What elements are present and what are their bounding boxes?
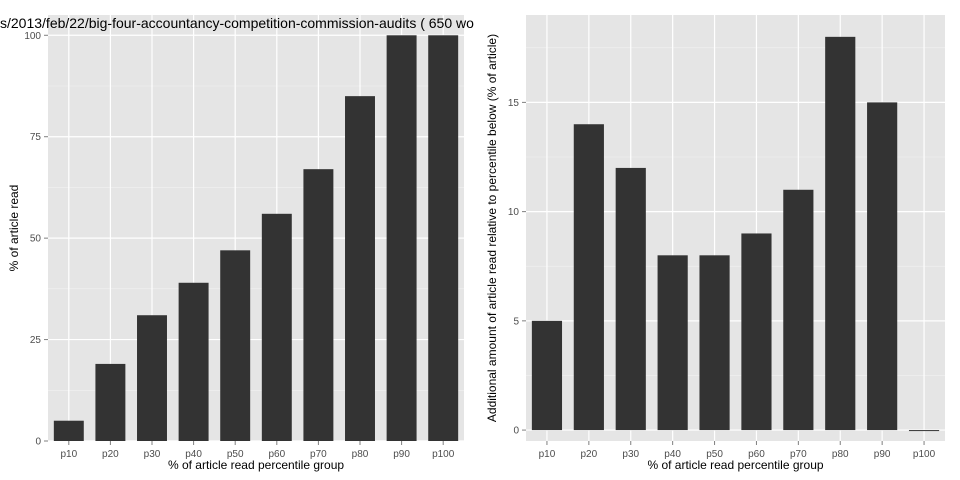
x-tick-label: p60	[748, 449, 765, 460]
bar-p60	[741, 233, 772, 431]
bar-p30	[615, 167, 646, 431]
x-tick-label: p20	[581, 449, 598, 460]
x-tick-label: p10	[539, 449, 556, 460]
y-tick-label: 25	[30, 335, 42, 346]
x-tick-label: p100	[432, 449, 455, 460]
x-tick-label: p90	[874, 449, 891, 460]
y-tick-label: 0	[513, 426, 519, 437]
bar-p100	[428, 35, 459, 442]
x-tick-label: p50	[227, 449, 244, 460]
bar-p70	[303, 169, 334, 441]
bar-p80	[825, 36, 856, 431]
x-tick-label: p80	[832, 449, 849, 460]
x-tick-label: p50	[706, 449, 723, 460]
bar-p20	[573, 124, 604, 431]
x-tick-label: p80	[352, 449, 369, 460]
x-tick-label: p40	[664, 449, 681, 460]
x-tick-label: p40	[185, 449, 202, 460]
bar-p50	[220, 250, 251, 441]
x-tick-label: p30	[144, 449, 161, 460]
x-tick-label: p70	[790, 449, 807, 460]
bar-p10	[531, 320, 563, 431]
plot-title: s/2013/feb/22/big-four-accountancy-compe…	[0, 15, 474, 31]
bar-p20	[95, 363, 126, 441]
chart-1: 0 25 50 75 100 p10 p20 p30 p40 p50 p60 p70 p80 p90 p10…	[0, 15, 474, 472]
x-tick-label: p10	[60, 449, 77, 460]
y-axis-title: % of article read	[7, 185, 21, 272]
x-tick-label: p90	[393, 449, 410, 460]
bar-p80	[345, 96, 375, 442]
x-axis-title: % of article read percentile group	[168, 458, 344, 472]
y-tick-label: 75	[30, 132, 42, 143]
x-tick-label: p70	[310, 449, 327, 460]
y-tick-label: 50	[30, 234, 42, 245]
x-tick-label: p60	[268, 449, 285, 460]
bar-p90	[386, 35, 417, 442]
y-tick-label: 15	[508, 98, 520, 109]
x-axis-title: % of article read percentile group	[647, 458, 823, 472]
bar-p60	[261, 213, 292, 441]
bar-p90	[867, 102, 898, 431]
bar-p30	[137, 315, 167, 441]
bar-p40	[178, 282, 209, 441]
chart-2: 0 5 10 15 p10 p20 p30 p40 p50 p60 p70 p80 p90 p100 % o…	[485, 15, 945, 472]
x-tick-label: p20	[102, 449, 119, 460]
y-axis-title: Additional amount of article read relati…	[485, 34, 499, 422]
y-tick-label: 10	[508, 207, 520, 218]
bar-p100	[908, 430, 940, 432]
bar-p50	[699, 255, 730, 431]
bar-p40	[657, 255, 688, 431]
y-tick-label: 5	[513, 316, 519, 327]
y-tick-label: 0	[35, 437, 41, 448]
y-tick-label: 100	[24, 31, 41, 42]
x-tick-label: p100	[913, 449, 936, 460]
bar-p10	[53, 420, 84, 441]
bar-p70	[783, 189, 814, 431]
x-tick-label: p30	[622, 449, 639, 460]
